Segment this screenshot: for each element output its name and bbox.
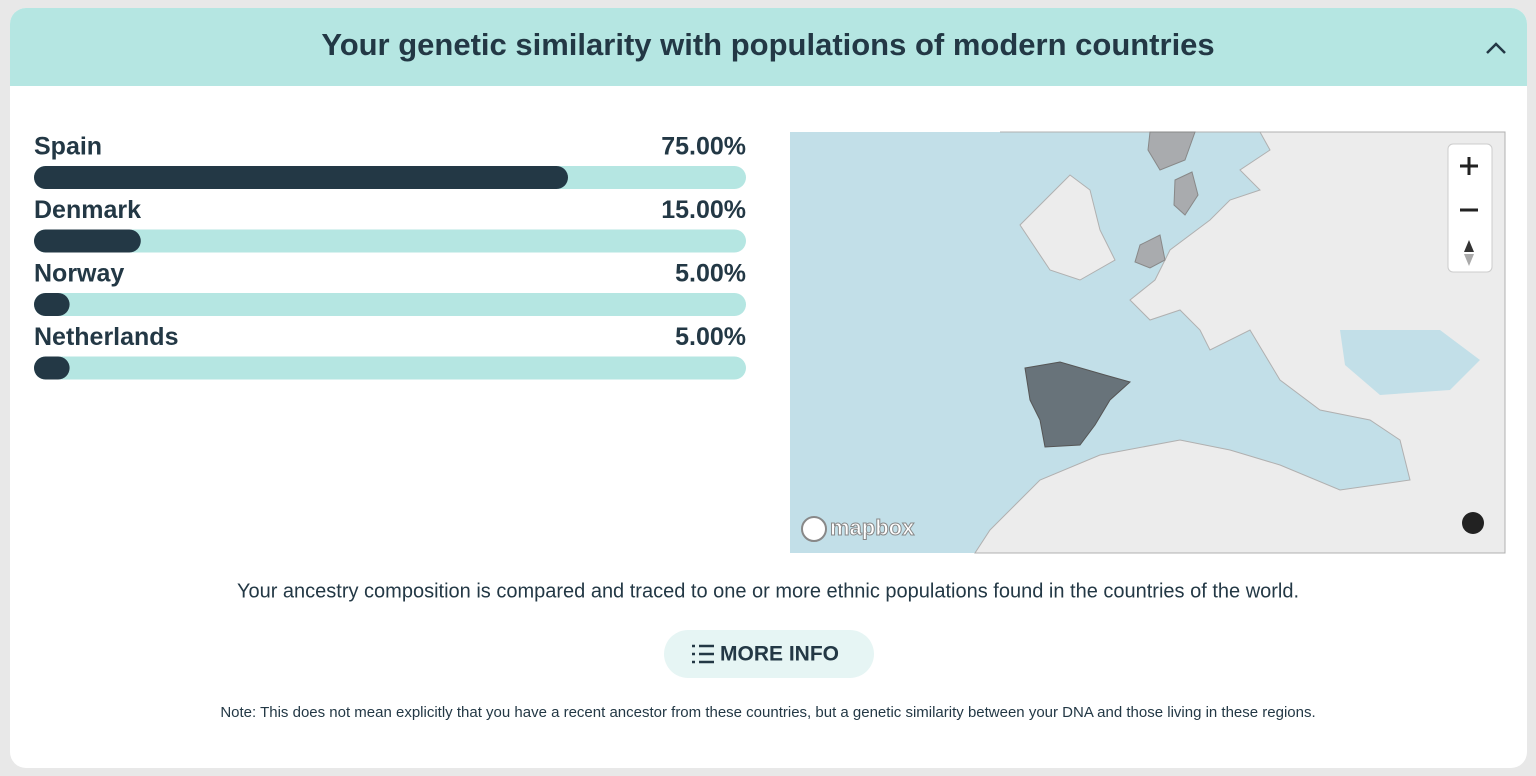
description: Your ancestry composition is compared an…: [237, 580, 1299, 602]
mapbox-logo: [801, 516, 827, 542]
map-uk: [1019, 174, 1116, 281]
info-icon[interactable]: [1462, 512, 1484, 534]
button-label[interactable]: MORE INFO: [720, 643, 839, 666]
value-label: 5.00%: [675, 260, 746, 288]
note: Note: This does not mean explicitly that…: [220, 704, 1315, 721]
compass[interactable]: [1464, 240, 1474, 252]
map-sea: [1340, 330, 1480, 395]
value-label: 15.00%: [661, 196, 746, 224]
bar-list: Spain 75.00% Denmark 15.00% Norway 5.00% Nethe…: [34, 133, 746, 380]
collapse-icon[interactable]: [1486, 42, 1506, 54]
bar: [34, 166, 568, 189]
bar-track: [34, 356, 746, 380]
more-info-button[interactable]: [664, 630, 874, 678]
bar: [34, 356, 70, 380]
map-netherlands: [1134, 234, 1166, 269]
map[interactable]: mapbox: [790, 131, 1506, 554]
zoom-in[interactable]: [1460, 157, 1478, 175]
bar: [34, 293, 70, 316]
map-norway: [1147, 131, 1196, 171]
category-label: Spain: [34, 133, 102, 161]
bar: [34, 229, 141, 253]
map-attribution[interactable]: mapbox: [830, 514, 916, 540]
value-label: 5.00%: [675, 323, 746, 351]
compass-south: [1464, 254, 1474, 266]
category-label: Netherlands: [34, 323, 178, 351]
header-title: Your genetic similarity with populations…: [321, 27, 1214, 62]
bar-track: [34, 229, 746, 253]
value-label: 75.00%: [661, 133, 746, 161]
map-land: [974, 131, 1506, 554]
category-label: Denmark: [34, 196, 141, 224]
card-header[interactable]: [10, 8, 1527, 86]
map-denmark: [1173, 171, 1199, 216]
map-spain: [1024, 361, 1132, 448]
bar-track: [34, 293, 746, 316]
zoom-controls: [1447, 143, 1493, 273]
list-icon: [692, 644, 714, 664]
category-label: Norway: [34, 260, 124, 288]
